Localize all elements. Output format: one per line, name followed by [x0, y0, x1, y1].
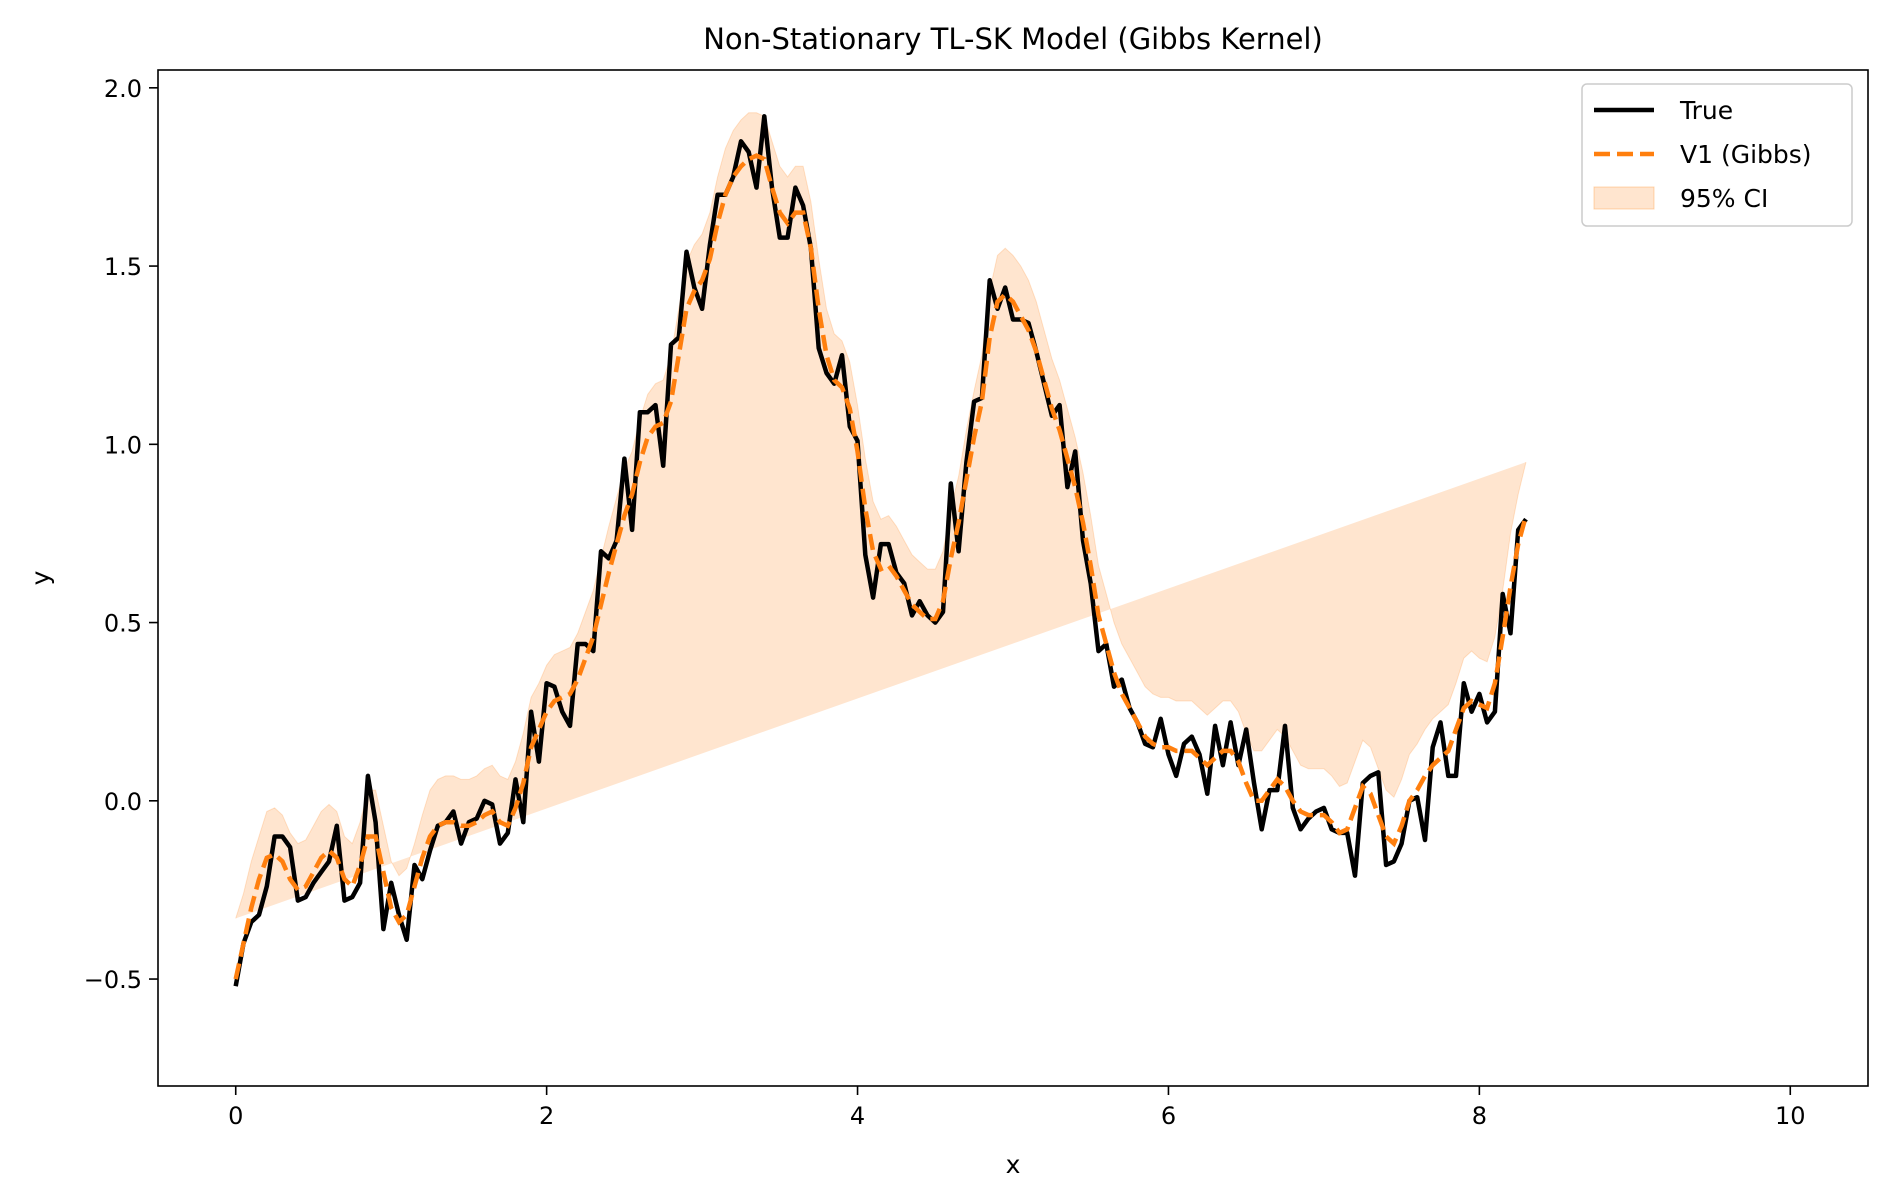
legend-label-gibbs: V1 (Gibbs): [1680, 140, 1812, 169]
x-tick-label: 8: [1472, 1102, 1487, 1130]
legend-label-true: True: [1679, 96, 1733, 125]
axes-frame: [157, 69, 1869, 1087]
legend-label-ci: 95% CI: [1680, 184, 1768, 213]
chart-title: Non-Stationary TL-SK Model (Gibbs Kernel…: [703, 22, 1323, 56]
series-line-gibbs: [233, 153, 1529, 980]
y-tick-label: 1.5: [104, 253, 142, 281]
legend-box: [1581, 83, 1853, 227]
y-axis-label: y: [26, 570, 55, 585]
y-tick-label: 1.0: [104, 431, 142, 459]
legend: True V1 (Gibbs) 95% CI: [1581, 83, 1853, 227]
x-axis-label: x: [1006, 1150, 1021, 1179]
x-tick-label: 4: [850, 1102, 865, 1130]
x-axis: 0 2 4 6 8 10: [228, 1086, 1806, 1130]
x-tick-label: 10: [1775, 1102, 1806, 1130]
y-axis: −0.5 0.0 0.5 1.0 1.5 2.0: [84, 75, 158, 994]
plot-area: [233, 112, 1529, 987]
legend-swatch-ci: [1593, 186, 1655, 210]
y-tick-label: 0.0: [104, 788, 142, 816]
x-tick-label: 0: [228, 1102, 243, 1130]
y-tick-label: −0.5: [84, 966, 142, 994]
x-tick-label: 6: [1161, 1102, 1176, 1130]
ci-band: [235, 112, 1527, 919]
y-tick-label: 0.5: [104, 610, 142, 638]
x-tick-label: 2: [539, 1102, 554, 1130]
y-tick-label: 2.0: [104, 75, 142, 103]
